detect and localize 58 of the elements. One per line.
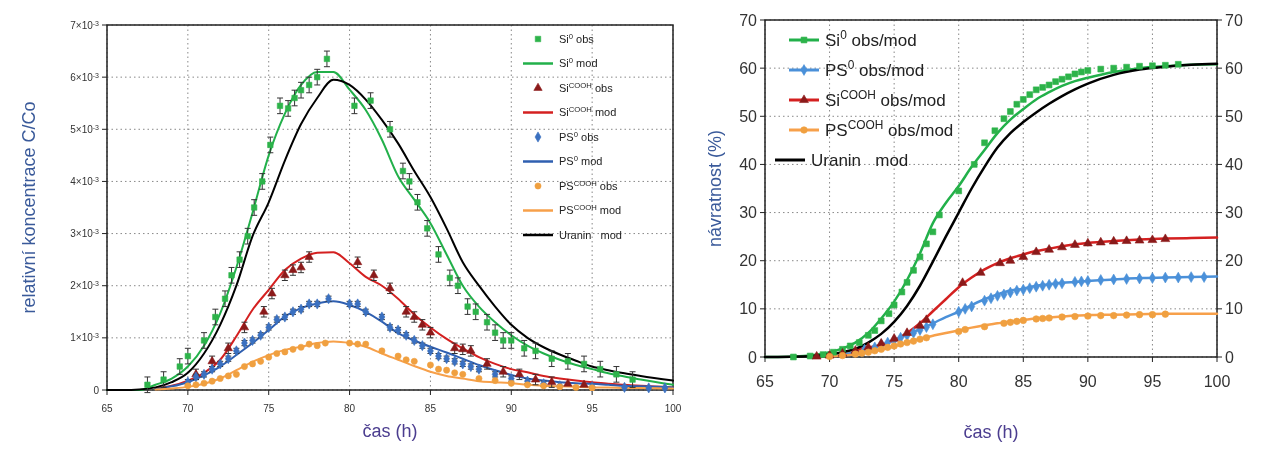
legend-label: Si$^{COOH}$ obs: [559, 80, 614, 94]
x-tick-label: 65: [756, 373, 774, 390]
y2-tick-label: 50: [1225, 107, 1243, 125]
y2-tick-label: 70: [1225, 11, 1243, 29]
x-tick-label: 80: [344, 403, 356, 414]
y2-tick-label: 60: [1225, 59, 1243, 77]
y-tick-label: 4×10$^{-3}$: [70, 175, 100, 187]
y-tick-label: 0: [93, 384, 100, 396]
y-tick-label: 5×10$^{-3}$: [70, 123, 100, 135]
x-tick-label: 95: [586, 403, 599, 414]
y-tick-label: 7×10$^{-3}$: [70, 19, 100, 31]
x-tick-label: 70: [182, 403, 194, 414]
x-axis-title: čas (h): [963, 422, 1019, 442]
y-tick-label: 40: [739, 156, 758, 174]
y-tick-label: 70: [739, 11, 758, 29]
x-tick-label: 90: [505, 403, 518, 414]
y-tick-label: 60: [739, 59, 758, 77]
legend-label: Si$^{0}$ obs: [559, 31, 595, 45]
x-tick-label: 85: [424, 403, 437, 414]
legend-label: PS$^{COOH}$ obs: [559, 178, 619, 192]
y-tick-label: 50: [739, 107, 758, 125]
x-axis-title: čas (h): [362, 421, 418, 441]
x-tick-label: 75: [885, 373, 904, 390]
y2-tick-label: 40: [1225, 156, 1243, 174]
y-tick-label: 1×10$^{-3}$: [70, 331, 100, 344]
x-tick-label: 65: [101, 403, 113, 414]
legend-label: PS$^{0}$ obs/mod: [825, 57, 925, 80]
legend-label: Uranin mod: [559, 228, 622, 241]
x-tick-label: 95: [1143, 373, 1162, 390]
y-axis-title: návratnost (%): [704, 129, 725, 248]
x-tick-label: 75: [263, 403, 275, 414]
y-tick-label: 10: [739, 300, 758, 318]
legend-label: PS$^{0}$ mod: [559, 153, 603, 168]
x-tick-label: 90: [1078, 373, 1097, 390]
y2-tick-label: 20: [1225, 252, 1243, 270]
legend-label: PS$^{COOH}$ mod: [559, 202, 622, 217]
y-tick-label: 3×10$^{-3}$: [70, 227, 100, 240]
y2-tick-label: 0: [1225, 348, 1234, 366]
y-tick-label: 30: [739, 204, 758, 222]
y-tick-label: 20: [739, 252, 758, 270]
legend-label: Si$^{0}$ obs/mod: [825, 27, 917, 50]
y2-tick-label: 10: [1225, 300, 1243, 318]
y-tick-label: 2×10$^{-3}$: [70, 279, 100, 292]
y-axis-title: relativní koncentrace C/Co: [18, 101, 39, 314]
legend-label: Si$^{COOH}$ obs/mod: [825, 87, 946, 110]
x-tick-label: 80: [949, 373, 968, 390]
legend-label: Uranin mod: [811, 150, 909, 170]
x-tick-label: 85: [1014, 373, 1033, 390]
x-tick-label: 100: [1203, 373, 1231, 390]
y2-tick-label: 30: [1225, 204, 1243, 222]
x-tick-label: 100: [664, 403, 682, 414]
legend-label: PS$^{0}$ obs: [559, 129, 600, 143]
legend-label: PS$^{COOH}$ obs/mod: [825, 117, 954, 140]
legend-label: Si$^{0}$ mod: [559, 55, 598, 70]
x-tick-label: 70: [820, 373, 839, 390]
y-tick-label: 0: [748, 348, 758, 366]
legend-label: Si$^{COOH}$ mod: [559, 104, 617, 119]
y-tick-label: 6×10$^{-3}$: [70, 71, 100, 83]
